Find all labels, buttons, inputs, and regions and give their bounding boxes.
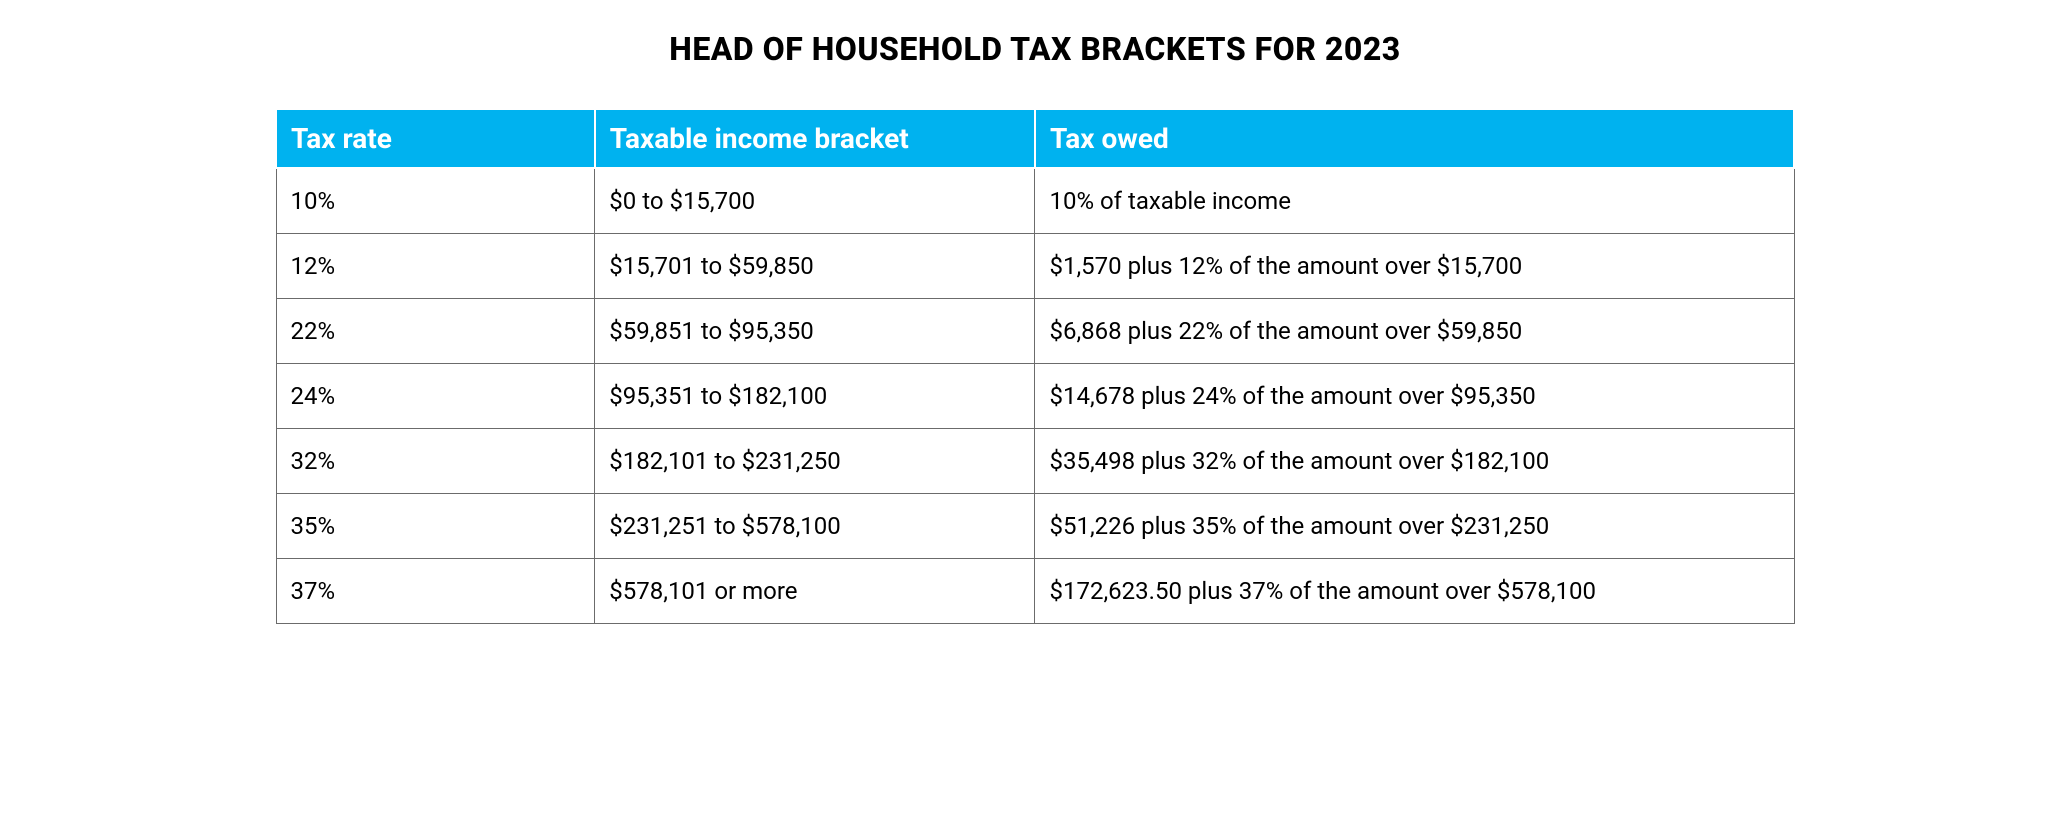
cell-rate: 37%	[276, 559, 595, 624]
cell-owed: $172,623.50 plus 37% of the amount over …	[1035, 559, 1794, 624]
table-row: 35% $231,251 to $578,100 $51,226 plus 35…	[276, 494, 1794, 559]
tax-brackets-container: HEAD OF HOUSEHOLD TAX BRACKETS FOR 2023 …	[275, 30, 1795, 624]
cell-owed: $1,570 plus 12% of the amount over $15,7…	[1035, 234, 1794, 299]
cell-rate: 10%	[276, 168, 595, 234]
cell-rate: 22%	[276, 299, 595, 364]
col-header-rate: Tax rate	[276, 109, 595, 168]
cell-owed: $51,226 plus 35% of the amount over $231…	[1035, 494, 1794, 559]
tax-brackets-table: Tax rate Taxable income bracket Tax owed…	[275, 108, 1795, 624]
cell-owed: $35,498 plus 32% of the amount over $182…	[1035, 429, 1794, 494]
cell-bracket: $231,251 to $578,100	[595, 494, 1035, 559]
table-row: 10% $0 to $15,700 10% of taxable income	[276, 168, 1794, 234]
table-row: 12% $15,701 to $59,850 $1,570 plus 12% o…	[276, 234, 1794, 299]
cell-bracket: $59,851 to $95,350	[595, 299, 1035, 364]
table-row: 37% $578,101 or more $172,623.50 plus 37…	[276, 559, 1794, 624]
cell-rate: 24%	[276, 364, 595, 429]
cell-rate: 12%	[276, 234, 595, 299]
cell-bracket: $578,101 or more	[595, 559, 1035, 624]
cell-owed: $6,868 plus 22% of the amount over $59,8…	[1035, 299, 1794, 364]
cell-bracket: $182,101 to $231,250	[595, 429, 1035, 494]
table-row: 24% $95,351 to $182,100 $14,678 plus 24%…	[276, 364, 1794, 429]
cell-rate: 32%	[276, 429, 595, 494]
cell-owed: $14,678 plus 24% of the amount over $95,…	[1035, 364, 1794, 429]
table-row: 32% $182,101 to $231,250 $35,498 plus 32…	[276, 429, 1794, 494]
cell-owed: 10% of taxable income	[1035, 168, 1794, 234]
cell-bracket: $95,351 to $182,100	[595, 364, 1035, 429]
cell-rate: 35%	[276, 494, 595, 559]
page-title: HEAD OF HOUSEHOLD TAX BRACKETS FOR 2023	[275, 30, 1795, 68]
col-header-bracket: Taxable income bracket	[595, 109, 1035, 168]
table-header-row: Tax rate Taxable income bracket Tax owed	[276, 109, 1794, 168]
cell-bracket: $15,701 to $59,850	[595, 234, 1035, 299]
col-header-owed: Tax owed	[1035, 109, 1794, 168]
cell-bracket: $0 to $15,700	[595, 168, 1035, 234]
table-row: 22% $59,851 to $95,350 $6,868 plus 22% o…	[276, 299, 1794, 364]
